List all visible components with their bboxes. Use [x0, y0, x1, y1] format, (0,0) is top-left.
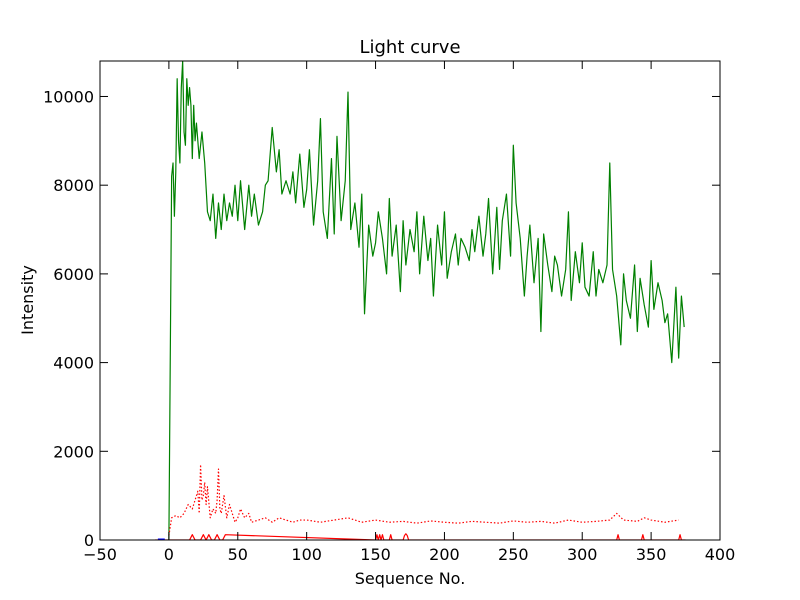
x-tick-label: 50 — [228, 545, 248, 564]
series-line-2 — [168, 464, 679, 536]
y-tick-label: 8000 — [53, 176, 94, 195]
y-tick-label: 6000 — [53, 265, 94, 284]
y-tick-label: 2000 — [53, 442, 94, 461]
x-axis-label: Sequence No. — [355, 569, 466, 588]
series-line-1 — [168, 61, 685, 540]
x-tick-label: 150 — [360, 545, 391, 564]
y-tick-label: 0 — [84, 531, 94, 550]
axis-ticks: −50 0 50 100 150 200 250 300 350 4000200040006000… — [43, 61, 735, 564]
x-tick-label: 100 — [291, 545, 322, 564]
y-tick-label: 10000 — [43, 87, 94, 106]
plot-frame — [99, 60, 721, 541]
x-tick-label: 0 — [164, 545, 174, 564]
y-tick-label: 4000 — [53, 354, 94, 373]
x-tick-label: −50 — [83, 545, 117, 564]
series-line-3 — [155, 533, 686, 540]
x-tick-label: 400 — [705, 545, 736, 564]
chart-title: Light curve — [359, 37, 460, 58]
x-tick-label: 250 — [498, 545, 529, 564]
x-tick-label: 200 — [429, 545, 460, 564]
x-tick-label: 300 — [567, 545, 598, 564]
y-axis-label: Intensity — [18, 265, 37, 335]
x-tick-label: 350 — [636, 545, 667, 564]
plot-area — [155, 61, 686, 540]
